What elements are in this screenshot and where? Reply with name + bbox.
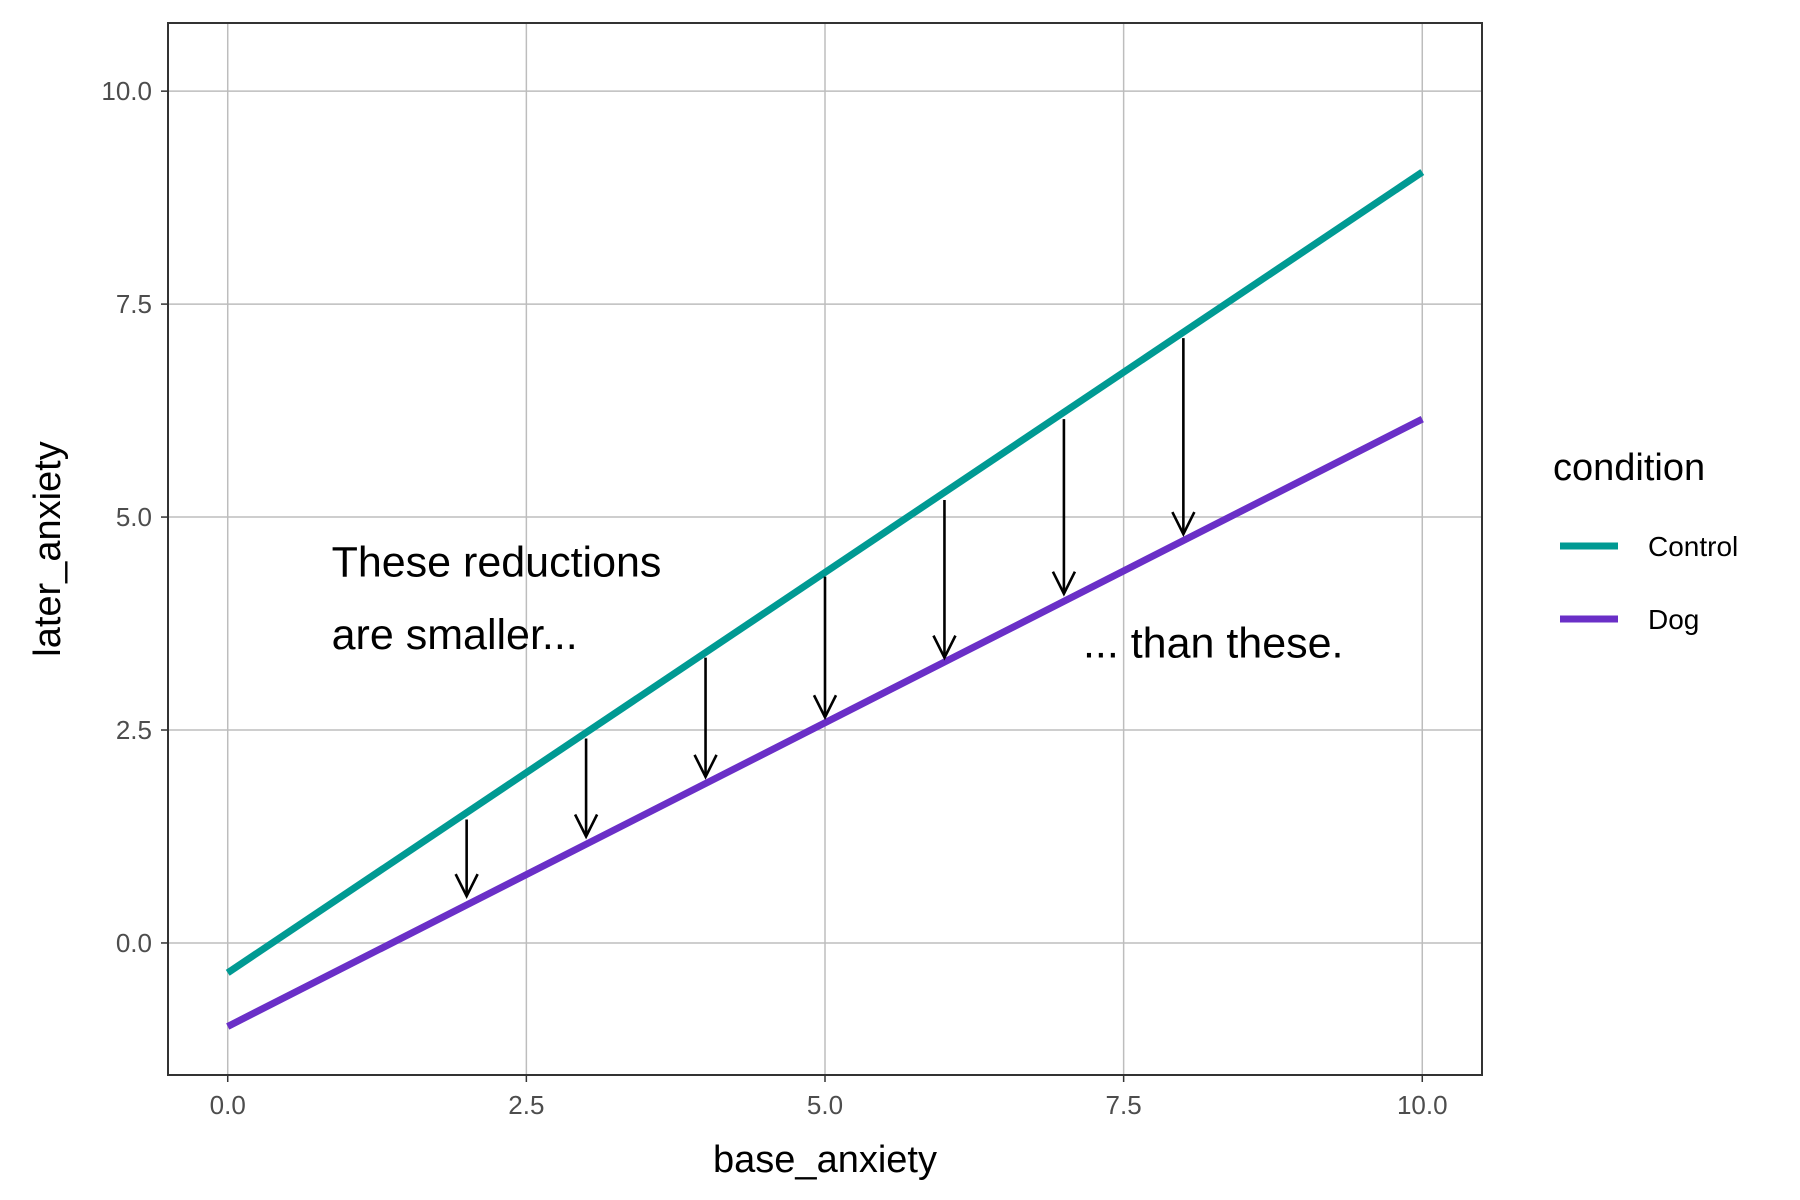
legend: condition Control Dog — [1553, 447, 1738, 635]
legend-label: Control — [1648, 531, 1738, 562]
arrow-head — [573, 813, 599, 840]
series-line-dog — [226, 415, 1424, 1030]
x-tick-label: 0.0 — [210, 1090, 246, 1120]
y-tick-label: 7.5 — [116, 289, 152, 319]
arrow-head — [1051, 571, 1077, 597]
x-tick-label: 10.0 — [1397, 1090, 1448, 1120]
y-axis-ticks: 0.0 2.5 5.0 7.5 10.0 — [101, 76, 168, 958]
arrow-head — [454, 873, 479, 900]
y-tick-label: 5.0 — [116, 502, 152, 532]
legend-title: condition — [1553, 447, 1705, 489]
series-line-control — [225, 169, 1425, 976]
reduction-arrows — [454, 338, 1196, 900]
arrow-head — [1171, 511, 1196, 538]
reduction-arrow — [932, 500, 957, 661]
reduction-arrow — [1171, 338, 1196, 538]
reduction-arrow — [812, 576, 838, 721]
x-tick-label: 2.5 — [508, 1090, 544, 1120]
annotation-text: ... than these. — [1083, 620, 1344, 668]
arrow-head — [812, 694, 838, 721]
reduction-arrow — [573, 738, 599, 840]
reduction-arrow — [693, 657, 718, 780]
annotation-text: are smaller... — [332, 611, 578, 659]
legend-item-control: Control — [1560, 531, 1738, 562]
annotation-text: These reductions — [332, 539, 662, 587]
y-tick-label: 0.0 — [116, 928, 152, 958]
y-tick-label: 2.5 — [116, 715, 152, 745]
legend-items: Control Dog — [1560, 531, 1738, 635]
x-axis-ticks: 0.0 2.5 5.0 7.5 10.0 — [210, 1075, 1448, 1120]
x-tick-label: 7.5 — [1106, 1090, 1142, 1120]
arrow-head — [932, 635, 957, 661]
annotations: These reductions are smaller... ... than t… — [332, 539, 1344, 668]
reduction-arrow — [454, 819, 479, 900]
y-axis-title: later_anxiety — [27, 441, 69, 656]
x-tick-label: 5.0 — [807, 1090, 843, 1120]
legend-label: Dog — [1648, 604, 1699, 635]
y-tick-label: 10.0 — [101, 76, 152, 106]
series-lines — [225, 169, 1425, 1030]
reduction-arrow — [1051, 419, 1077, 597]
legend-item-dog: Dog — [1560, 604, 1699, 635]
arrow-head — [693, 754, 718, 780]
x-axis-title: base_anxiety — [713, 1139, 937, 1181]
